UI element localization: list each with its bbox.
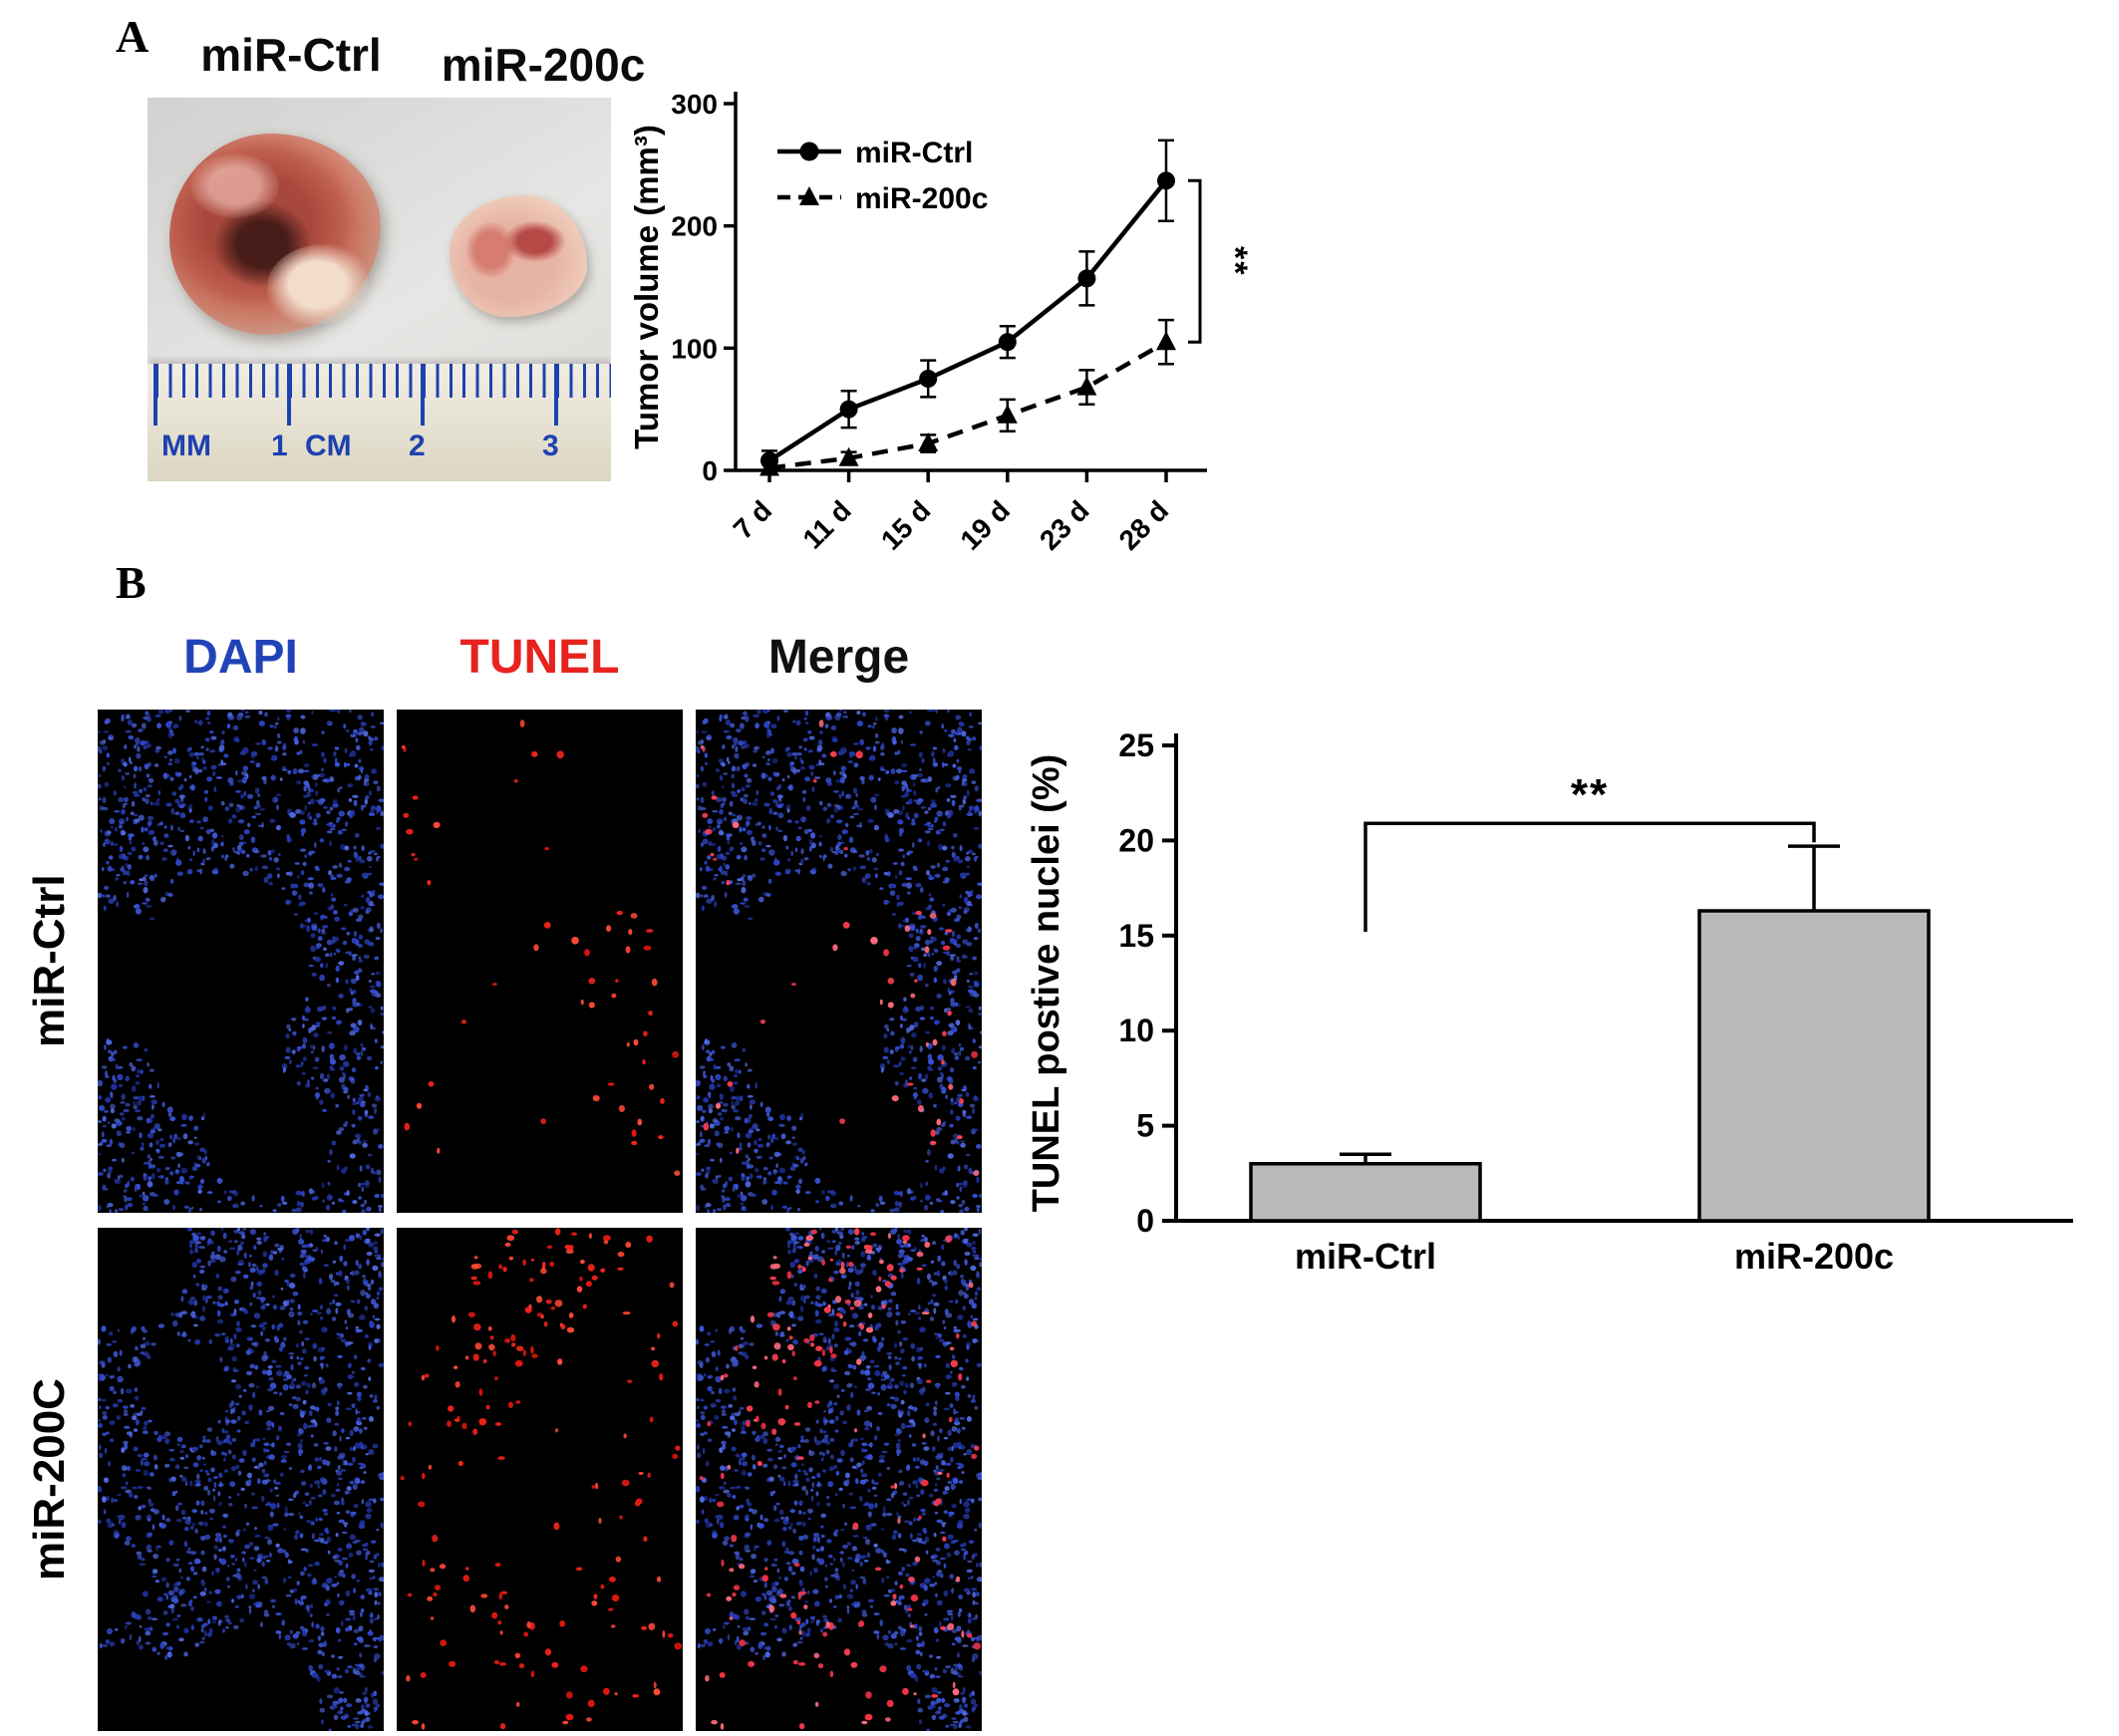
y-tick-label: 10 [1118, 1013, 1154, 1048]
y-tick-label: 0 [1136, 1203, 1154, 1239]
column-header-tunel: TUNEL [459, 631, 620, 684]
y-tick-label: 15 [1118, 918, 1154, 954]
y-tick-label: 0 [702, 455, 718, 486]
ruler: MM 1 CM 2 3 [148, 364, 611, 481]
micrograph-mir-ctrl-merge [696, 710, 982, 1213]
micrograph-mir-ctrl-tunel [397, 710, 683, 1213]
tumor-photo: MM 1 CM 2 3 [148, 98, 611, 481]
x-tick-label: 15 d [875, 494, 937, 556]
tumor-specimen-large [169, 134, 381, 335]
x-category-label: miR-200c [1734, 1236, 1894, 1277]
legend-label: miR-200c [855, 182, 988, 215]
tumor-specimen-small [450, 195, 587, 317]
ruler-label-2: 2 [409, 430, 426, 462]
specimen-label-mir-200c: miR-200c [441, 39, 646, 91]
y-tick-label: 25 [1118, 727, 1154, 763]
micrograph-cell [98, 710, 384, 1213]
y-tick-label: 100 [671, 333, 718, 364]
micrograph-cell [397, 1228, 683, 1731]
tumor-volume-chart: 0 100 200 300 7 d 11 d 15 d 19 d 23 d 28 d Tumor v… [628, 89, 1254, 556]
x-tick-label: 7 d [728, 494, 778, 545]
column-header-merge: Merge [767, 631, 910, 684]
ruler-label-1: 1 [271, 430, 288, 462]
x-tick-label: 11 d [796, 494, 856, 554]
ruler-major-ticks [153, 364, 611, 426]
y-axis-label: TUNEL postive nuclei (%) [1026, 754, 1067, 1213]
micrograph-cell [696, 710, 982, 1213]
micrograph-mir-200c-merge [696, 1228, 982, 1731]
x-tick-label: 28 d [1113, 494, 1175, 556]
micrograph-cell [397, 710, 683, 1213]
x-category-label: miR-Ctrl [1295, 1236, 1436, 1277]
ruler-label-mm: MM [161, 430, 211, 462]
row-label-mir-ctrl: miR-Ctrl [25, 874, 74, 1048]
row-label-mir-200c: miR-200C [25, 1378, 74, 1581]
y-axis-label: Tumor volume (mm³) [628, 125, 665, 449]
y-tick-label: 200 [671, 211, 718, 242]
ruler-label-3: 3 [542, 430, 559, 462]
tunel-bar-chart: 0 5 10 15 20 25 TUNEL postive nuclei (%) miR-Ct… [1026, 727, 2073, 1277]
y-tick-label: 300 [671, 89, 718, 120]
micrograph-cell [98, 1228, 384, 1731]
column-header-dapi: DAPI [183, 631, 298, 684]
specimen-label-mir-ctrl: miR-Ctrl [200, 29, 382, 81]
micrograph-cell [696, 1228, 982, 1731]
y-tick-label: 5 [1136, 1108, 1154, 1144]
significance-marker: ** [1216, 246, 1254, 276]
x-tick-label: 19 d [955, 494, 1017, 556]
ruler-label-cm: CM [305, 430, 352, 462]
significance-marker: ** [1571, 770, 1609, 819]
x-tick-label: 23 d [1034, 494, 1095, 556]
micrograph-mir-200c-tunel [397, 1228, 683, 1731]
panel-a-label: A [116, 11, 150, 62]
y-tick-label: 20 [1118, 822, 1154, 858]
micrograph-mir-ctrl-dapi [98, 710, 384, 1213]
panel-b-label: B [116, 557, 147, 608]
legend-label: miR-Ctrl [855, 137, 973, 169]
micrograph-mir-200c-dapi [98, 1228, 384, 1731]
